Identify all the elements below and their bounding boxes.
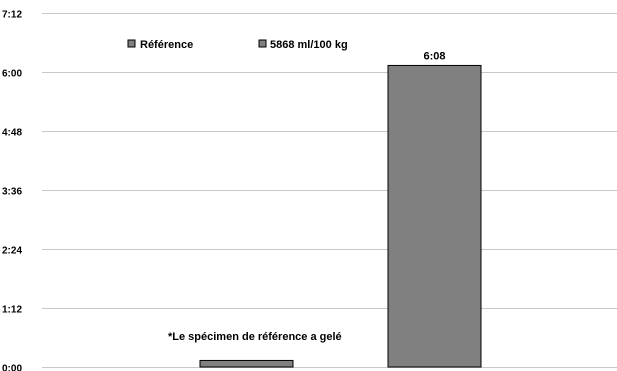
y-tick-label: 0:00 [2,364,22,371]
y-tick-label: 6:00 [2,69,22,80]
y-tick-label: 3:36 [2,187,22,198]
legend-label-reference: Référence [140,39,193,51]
bar-1 [387,64,482,368]
legend: Référence 5868 ml/100 kg [127,39,348,51]
data-labels: 6:08 [423,50,445,62]
gridlines [42,13,617,368]
annotation-frozen-specimen: *Le spécimen de référence a gelé [168,331,342,343]
y-tick-label: 2:24 [2,246,22,257]
bars [199,64,482,368]
y-axis-tick-labels: 0:00 1:12 2:24 3:36 4:48 6:00 7:12 [2,10,22,371]
y-tick-label: 4:48 [2,128,22,139]
y-tick-label: 7:12 [2,10,22,21]
legend-swatch-5868 [258,39,267,48]
legend-label-5868: 5868 ml/100 kg [270,39,348,51]
y-tick-label: 1:12 [2,305,22,316]
bar-value-label-1: 6:08 [423,50,445,62]
legend-swatch-reference [127,39,136,48]
bar-0 [199,359,294,368]
